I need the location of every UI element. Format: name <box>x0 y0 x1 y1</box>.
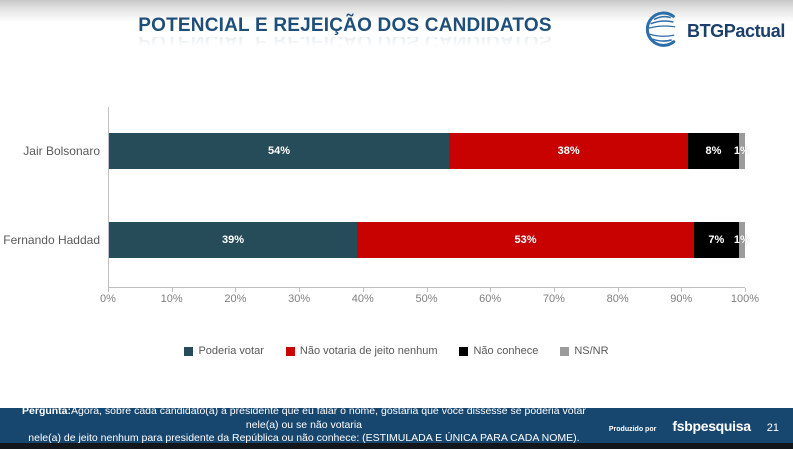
btg-pactual-logo: BTGPactual <box>641 8 785 55</box>
axis-tick-mark <box>171 288 173 292</box>
category-labels: Jair Bolsonaro Fernando Haddad <box>0 107 100 288</box>
bar-segment: 54% <box>109 133 450 169</box>
legend-swatch <box>285 346 295 356</box>
category-label: Fernando Haddad <box>3 233 100 247</box>
axis-tick-label: 30% <box>288 293 311 305</box>
axis-tick-mark <box>490 288 492 292</box>
fsb-pesquisa-logo: fsbpesquisa <box>672 417 751 434</box>
bar-segment: 38% <box>449 133 689 169</box>
category-label: Jair Bolsonaro <box>23 144 100 158</box>
header: POTENCIAL E REJEIÇÃO DOS CANDIDATOS POTE… <box>0 15 690 51</box>
legend-item: Não conhece <box>459 345 538 357</box>
logo-wordmark: BTGPactual <box>687 21 785 42</box>
top-gradient-band <box>0 0 793 22</box>
axis-tick-mark <box>362 288 364 292</box>
legend-swatch <box>184 346 194 356</box>
question-line-1: Pergunta:Agora, sobre cada candidato(a) … <box>5 405 603 433</box>
legend-label: NS/NR <box>574 345 609 357</box>
page-number: 21 <box>766 421 779 434</box>
bar-value-label: 7% <box>708 234 725 246</box>
producer-logo-bold: fsb <box>672 417 693 434</box>
legend-item: Poderia votar <box>184 345 264 357</box>
bar-value-label: 8% <box>705 145 722 157</box>
axis-tick-label: 40% <box>351 293 374 305</box>
question-label: Pergunta: <box>22 404 72 417</box>
legend-swatch <box>459 346 469 356</box>
axis-tick-mark <box>299 288 301 292</box>
axis-tick-label: 0% <box>100 293 116 305</box>
question-line1-text: Agora, sobre cada candidato(a) a preside… <box>71 404 586 431</box>
question-line-2: nele(a) de jeito nenhum para presidente … <box>28 432 580 445</box>
legend: Poderia votar Não votaria de jeito nenhum… <box>0 345 793 357</box>
bar-value-label: 54% <box>268 145 291 157</box>
legend-label: Não votaria de jeito nenhum <box>299 345 438 357</box>
bar-segment: 1% <box>734 133 750 169</box>
page-title: POTENCIAL E REJEIÇÃO DOS CANDIDATOS <box>138 15 552 36</box>
x-axis-ticks: 0% 10% 20% 30% 40% 50% 60% 70% 80% 90% 100% <box>100 288 759 308</box>
axis-tick-label: 60% <box>479 293 502 305</box>
legend-label: Poderia votar <box>198 345 264 357</box>
plot-area: 54% 38% 8% 1% 39% 53% 7% 1% <box>108 107 750 288</box>
legend-item: NS/NR <box>560 345 609 357</box>
legend-swatch <box>560 346 570 356</box>
bar-value-label: 39% <box>222 234 245 246</box>
bar-segment: 7% <box>694 222 739 258</box>
axis-tick-label: 90% <box>670 293 693 305</box>
logo-brand-bold: BTG <box>686 21 724 41</box>
stacked-bar-row: 54% 38% 8% 1% <box>109 133 750 169</box>
bar-value-label: 1% <box>733 234 750 246</box>
bar-segment: 39% <box>109 222 358 258</box>
globe-icon <box>641 8 683 55</box>
legend-item: Não votaria de jeito nenhum <box>285 345 438 357</box>
bar-segment: 1% <box>734 222 750 258</box>
page-title-reflection: POTENCIAL E REJEIÇÃO DOS CANDIDATOS <box>138 37 552 51</box>
axis-tick-mark <box>426 288 428 292</box>
axis-tick-label: 100% <box>730 293 760 305</box>
bar-value-label: 1% <box>733 145 750 157</box>
producer-logo-regular: pesquisa <box>692 417 751 434</box>
logo-brand-regular: Pactual <box>723 21 786 41</box>
axis-tick-label: 10% <box>160 293 183 305</box>
bar-segment: 8% <box>688 133 739 169</box>
question-text: Pergunta:Agora, sobre cada candidato(a) … <box>0 405 609 447</box>
axis-tick-mark <box>235 288 237 292</box>
axis-tick-mark <box>745 288 746 292</box>
axis-tick-mark <box>553 288 555 292</box>
footer-bar: Pergunta:Agora, sobre cada candidato(a) … <box>0 405 793 444</box>
footer-right: Produzido por fsbpesquisa 21 <box>609 418 793 434</box>
legend-label: Não conhece <box>473 345 539 357</box>
bar-value-label: 53% <box>514 234 537 246</box>
bottom-strip <box>0 443 793 449</box>
bar-value-label: 38% <box>557 145 580 157</box>
axis-tick-label: 70% <box>542 293 565 305</box>
axis-tick-mark <box>681 288 683 292</box>
axis-tick-mark <box>108 288 109 292</box>
stacked-bar-row: 39% 53% 7% 1% <box>109 222 750 258</box>
produced-by-label: Produzido por <box>608 425 657 433</box>
axis-tick-label: 20% <box>224 293 247 305</box>
bar-segment: 53% <box>357 222 695 258</box>
axis-tick-label: 80% <box>606 293 629 305</box>
axis-tick-mark <box>617 288 619 292</box>
axis-tick-label: 50% <box>415 293 438 305</box>
